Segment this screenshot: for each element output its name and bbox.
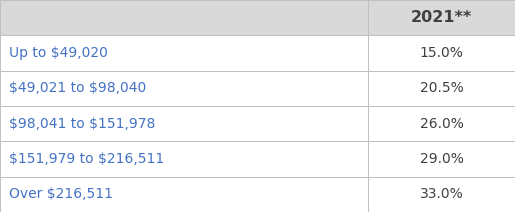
- Text: \$98,041 to \$151,978: \$98,041 to \$151,978: [9, 117, 156, 131]
- Text: Over \$216,511: Over \$216,511: [9, 187, 113, 201]
- Bar: [368, 141, 515, 177]
- Bar: [368, 177, 515, 212]
- Text: 20.5%: 20.5%: [420, 81, 464, 95]
- Text: Up to \$49,020: Up to \$49,020: [9, 46, 108, 60]
- Text: \$151,979 to \$216,511: \$151,979 to \$216,511: [9, 152, 164, 166]
- Text: 15.0%: 15.0%: [420, 46, 464, 60]
- Bar: [368, 106, 515, 141]
- Text: \$49,021 to \$98,040: \$49,021 to \$98,040: [9, 81, 147, 95]
- Text: 26.0%: 26.0%: [420, 117, 464, 131]
- Bar: [0, 71, 368, 106]
- Bar: [368, 0, 515, 35]
- Text: 29.0%: 29.0%: [420, 152, 464, 166]
- Bar: [0, 141, 368, 177]
- Bar: [0, 35, 368, 71]
- Text: 2021**: 2021**: [411, 10, 472, 25]
- Text: 33.0%: 33.0%: [420, 187, 464, 201]
- Bar: [368, 35, 515, 71]
- Bar: [0, 106, 368, 141]
- Bar: [0, 0, 368, 35]
- Bar: [368, 71, 515, 106]
- Bar: [0, 177, 368, 212]
